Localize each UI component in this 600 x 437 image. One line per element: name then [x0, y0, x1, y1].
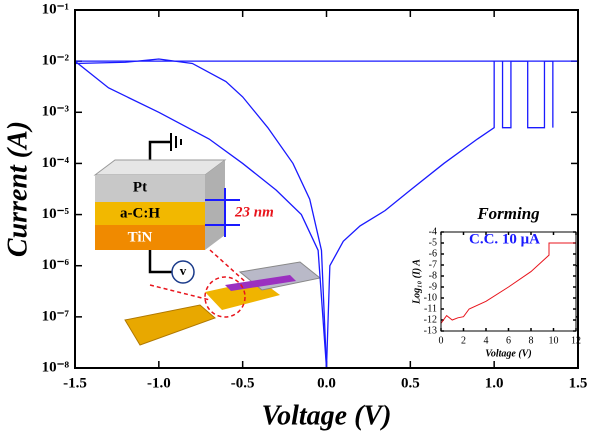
y-tick-label: -5 [429, 237, 437, 248]
layer-side [205, 160, 225, 250]
series-line [75, 60, 578, 368]
layer-label: a-C:H [120, 205, 160, 221]
x-tick-label: 0.5 [401, 375, 420, 391]
inset-background [441, 232, 576, 331]
ground-wire [148, 140, 170, 163]
device-pad [124, 304, 216, 346]
y-tick-label: -12 [424, 314, 437, 325]
y-tick-label: -10 [424, 292, 437, 303]
y-tick-label: -8 [429, 270, 437, 281]
x-tick-label: 8 [529, 335, 534, 346]
layer-pt [95, 175, 205, 202]
plot-0: -1.5 -1.0 -0.5 0.0 0.5 1.0 1.5 10⁻⁸ 10⁻⁷ 10⁻⁶ 10⁻⁵… [2, 1, 587, 431]
plot-frame [440, 231, 577, 332]
y-axis-title: Log₁₀ (I) A [411, 259, 422, 305]
inset-title: Forming [476, 204, 540, 223]
plot-1: 0 2 4 6 8 10 12 -13-12-11-10-9-8-7-6-5-4 Voltage… [411, 204, 581, 359]
x-tick-label: -0.5 [231, 375, 255, 391]
layer-label: Pt [133, 179, 147, 195]
y-tick-label: 10⁻⁵ [42, 206, 70, 222]
probe-wire [148, 250, 172, 274]
y-tick-label: -7 [429, 259, 437, 270]
x-tick-label: 0 [439, 335, 444, 346]
series-line [75, 58, 554, 368]
layer-top [93, 159, 227, 176]
x-axis-title: Voltage (V) [262, 400, 392, 431]
thickness-label: 23 nm [234, 204, 274, 220]
y-axis-title: Current (A) [2, 121, 33, 257]
layer-tin [95, 225, 205, 250]
y-tick-label: -4 [429, 226, 437, 237]
y-tick-label: -9 [429, 281, 437, 292]
layer-label: TiN [128, 229, 153, 245]
x-tick-label: -1.5 [63, 375, 87, 391]
y-tick-label: 10⁻³ [42, 104, 70, 120]
y-tick-label: -13 [424, 325, 437, 336]
inset-annotation: C.C. 10 μA [469, 231, 540, 247]
plot-frame [74, 9, 579, 369]
voltmeter [171, 260, 195, 284]
y-tick-label: 10⁻⁸ [42, 359, 70, 375]
layer-ach [95, 202, 205, 225]
x-tick-label: 4 [484, 335, 489, 346]
zoom-circle [204, 276, 246, 318]
series-line [441, 242, 576, 324]
y-tick-label: 10⁻⁴ [42, 155, 70, 171]
y-tick-label: 10⁻² [42, 53, 70, 69]
voltmeter-label: v [180, 263, 187, 278]
x-tick-label: -1.0 [147, 375, 171, 391]
device-schematic: Pt a-C:H TiN 23 nm v [93, 133, 322, 346]
x-axis-title: Voltage (V) [485, 348, 531, 359]
x-tick-label: 1.5 [569, 375, 588, 391]
y-tick-label: 10⁻¹ [42, 1, 69, 17]
x-tick-label: 1.0 [485, 375, 504, 391]
y-tick-label: -6 [429, 248, 437, 259]
x-tick-label: 2 [461, 335, 466, 346]
x-tick-label: 6 [506, 335, 511, 346]
x-tick-label: 0.0 [317, 375, 336, 391]
y-tick-label: 10⁻⁶ [42, 257, 70, 273]
x-tick-label: 10 [549, 335, 559, 346]
x-tick-label: 12 [571, 335, 581, 346]
y-tick-label: -11 [424, 303, 437, 314]
zoom-line [149, 284, 211, 301]
y-tick-label: 10⁻⁷ [42, 308, 70, 324]
